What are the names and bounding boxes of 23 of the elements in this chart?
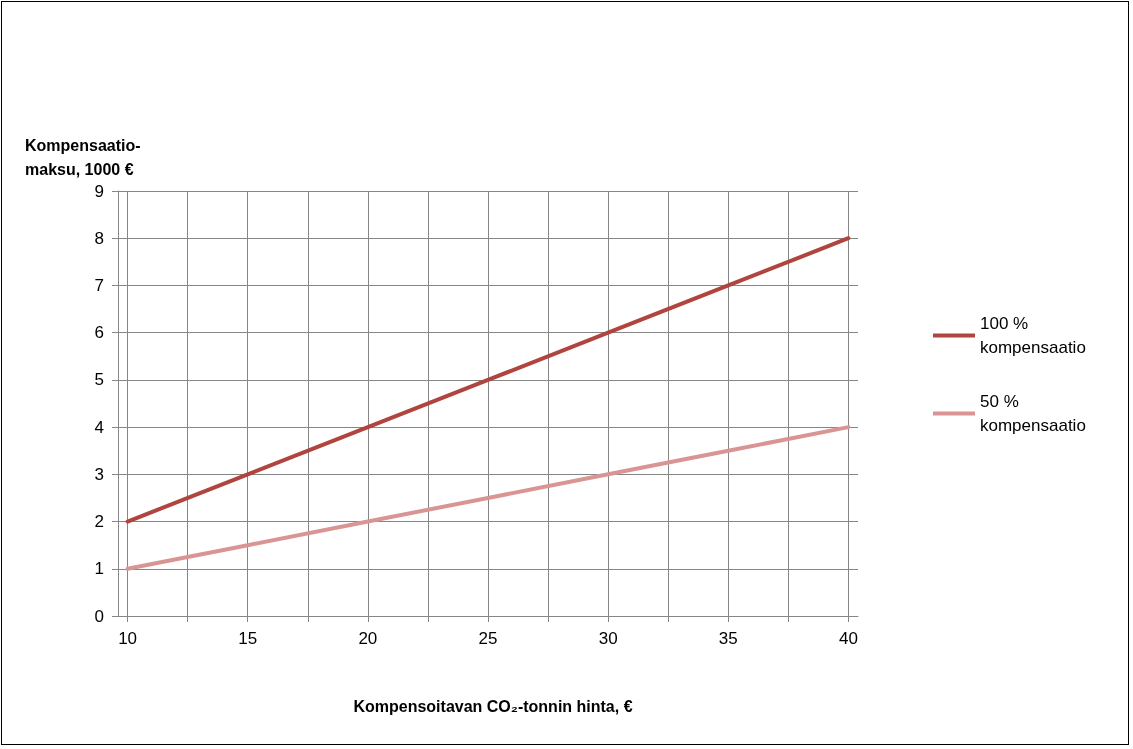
y-tick-label: 3 <box>94 464 104 484</box>
x-tick-label: 35 <box>718 629 738 648</box>
legend-label: 100 % kompensaatio <box>980 314 1086 357</box>
x-tick-label: 40 <box>838 629 858 648</box>
x-tick-label: 15 <box>238 629 258 648</box>
y-tick-label: 9 <box>94 181 104 201</box>
y-tick-label: 0 <box>94 606 104 626</box>
y-tick-label: 6 <box>94 323 104 343</box>
y-tick-label: 7 <box>94 275 104 295</box>
y-tick-label: 4 <box>94 417 104 437</box>
x-axis-title: Kompensoitavan CO₂-tonnin hinta, € <box>353 697 633 715</box>
y-tick-label: 2 <box>94 512 104 532</box>
y-axis-title: Kompensaatio- maksu, 1000 € <box>25 136 141 178</box>
x-tick-label: 20 <box>358 629 378 648</box>
x-tick-label: 25 <box>478 629 498 648</box>
y-tick-label: 8 <box>94 228 104 248</box>
y-tick-label: 1 <box>94 559 104 579</box>
x-tick-label: 30 <box>598 629 618 648</box>
line-series <box>125 236 851 524</box>
x-tick-label: 10 <box>118 629 138 648</box>
legend-label: 50 % kompensaatio <box>980 392 1086 435</box>
line-series <box>125 425 851 571</box>
y-tick-label: 5 <box>94 370 104 390</box>
